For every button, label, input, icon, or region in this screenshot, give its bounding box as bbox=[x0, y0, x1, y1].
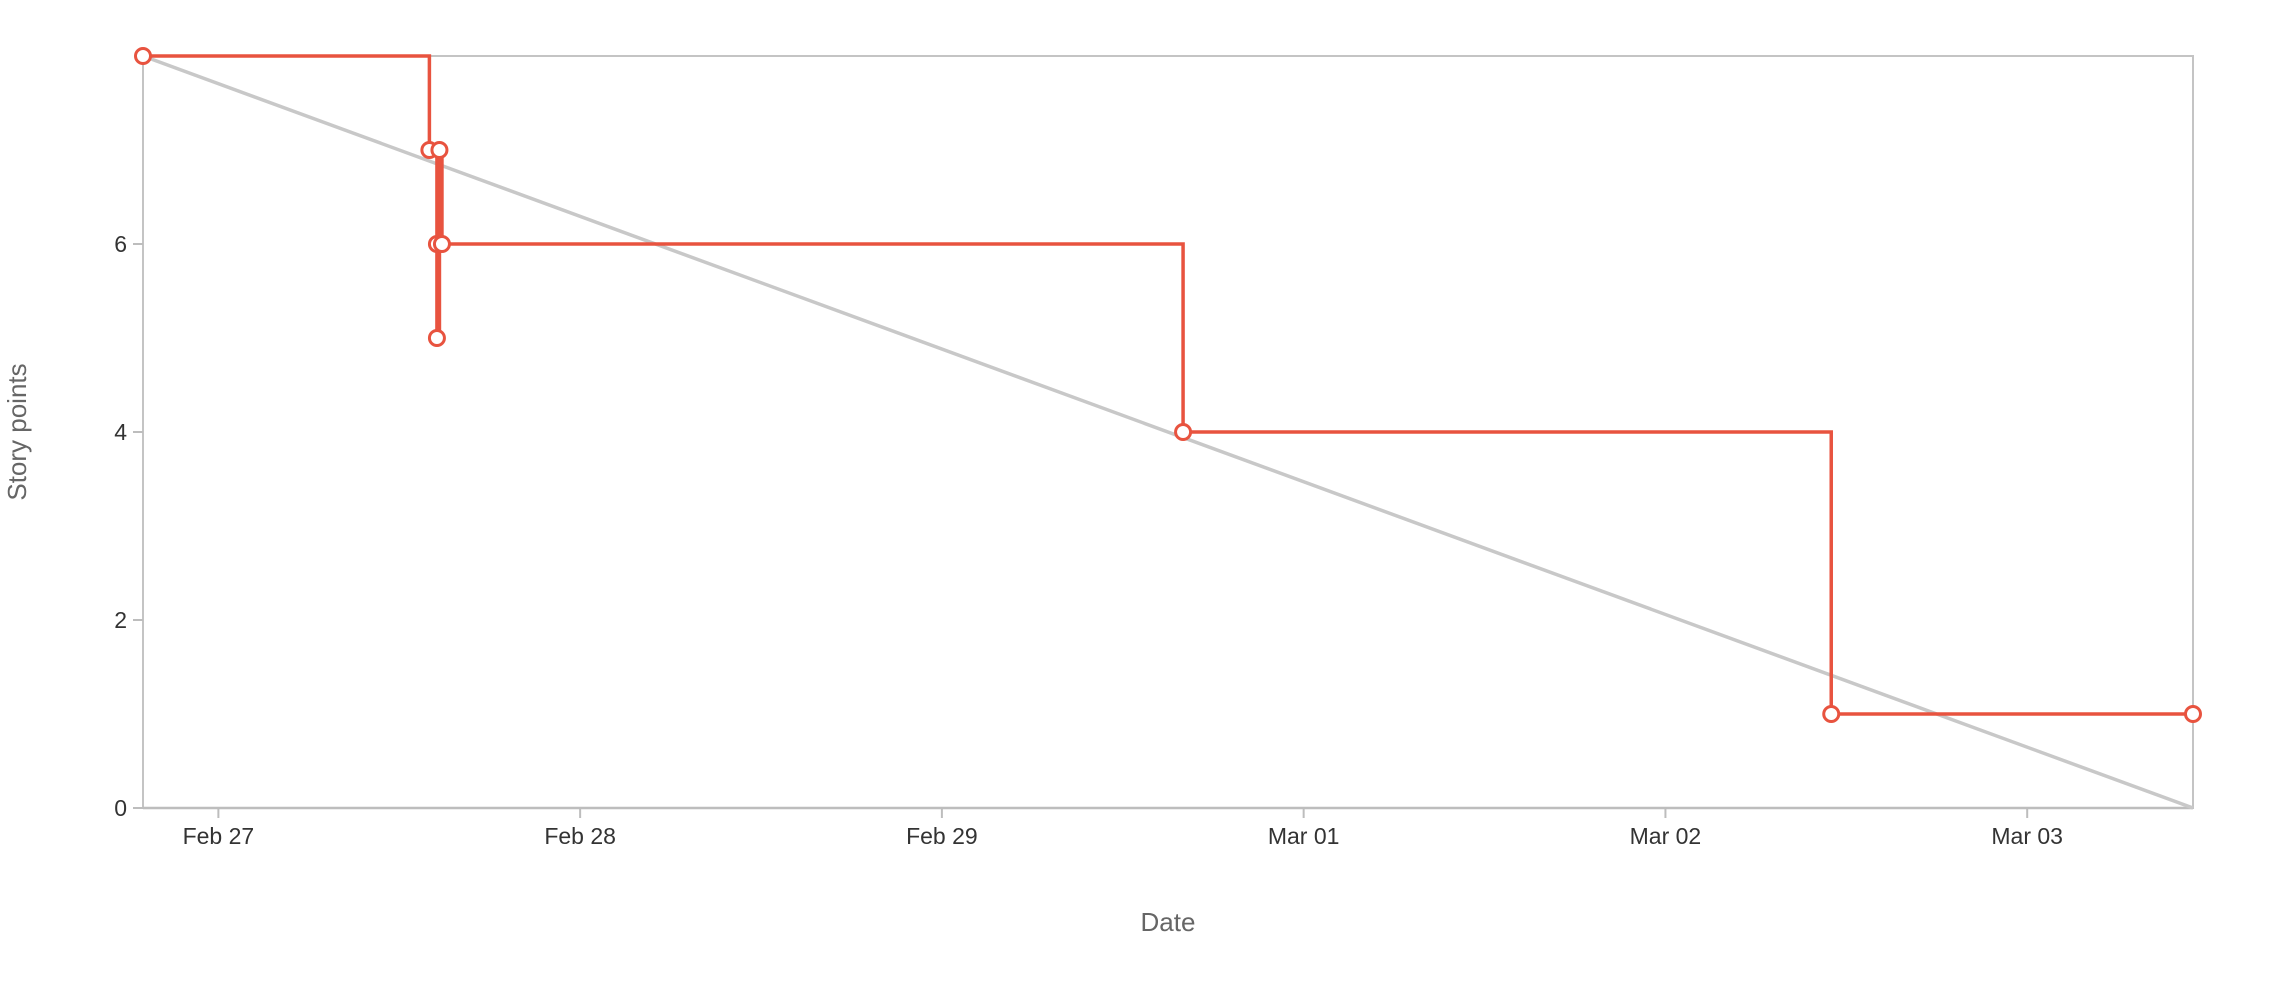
actual-point bbox=[427, 329, 446, 347]
x-tick-label: Feb 29 bbox=[906, 823, 978, 849]
y-axis: 0 2 4 6 bbox=[114, 231, 143, 821]
x-tick-label: Feb 28 bbox=[544, 823, 616, 849]
x-tick-label: Mar 02 bbox=[1630, 823, 1702, 849]
x-tick-label: Feb 27 bbox=[183, 823, 255, 849]
x-axis: Feb 27 Feb 28 Feb 29 Mar 01 Mar 02 Mar 03 bbox=[183, 808, 2063, 849]
actual-point bbox=[134, 47, 152, 65]
y-tick-label: 6 bbox=[114, 231, 127, 257]
actual-point bbox=[430, 141, 449, 159]
actual-line bbox=[143, 54, 2193, 716]
ideal-line bbox=[142, 54, 2194, 810]
x-tick-label: Mar 03 bbox=[1991, 823, 2063, 849]
y-axis-title: Story points bbox=[2, 363, 32, 500]
actual-point bbox=[2184, 705, 2202, 723]
x-axis-title: Date bbox=[1141, 907, 1196, 937]
x-tick-label: Mar 01 bbox=[1268, 823, 1340, 849]
y-tick-label: 0 bbox=[114, 795, 127, 821]
actual-point bbox=[1822, 705, 1841, 723]
y-tick-label: 4 bbox=[114, 419, 127, 445]
actual-point bbox=[1174, 423, 1193, 441]
series-layer bbox=[134, 47, 2202, 810]
actual-point bbox=[432, 235, 451, 253]
y-tick-label: 2 bbox=[114, 607, 127, 633]
